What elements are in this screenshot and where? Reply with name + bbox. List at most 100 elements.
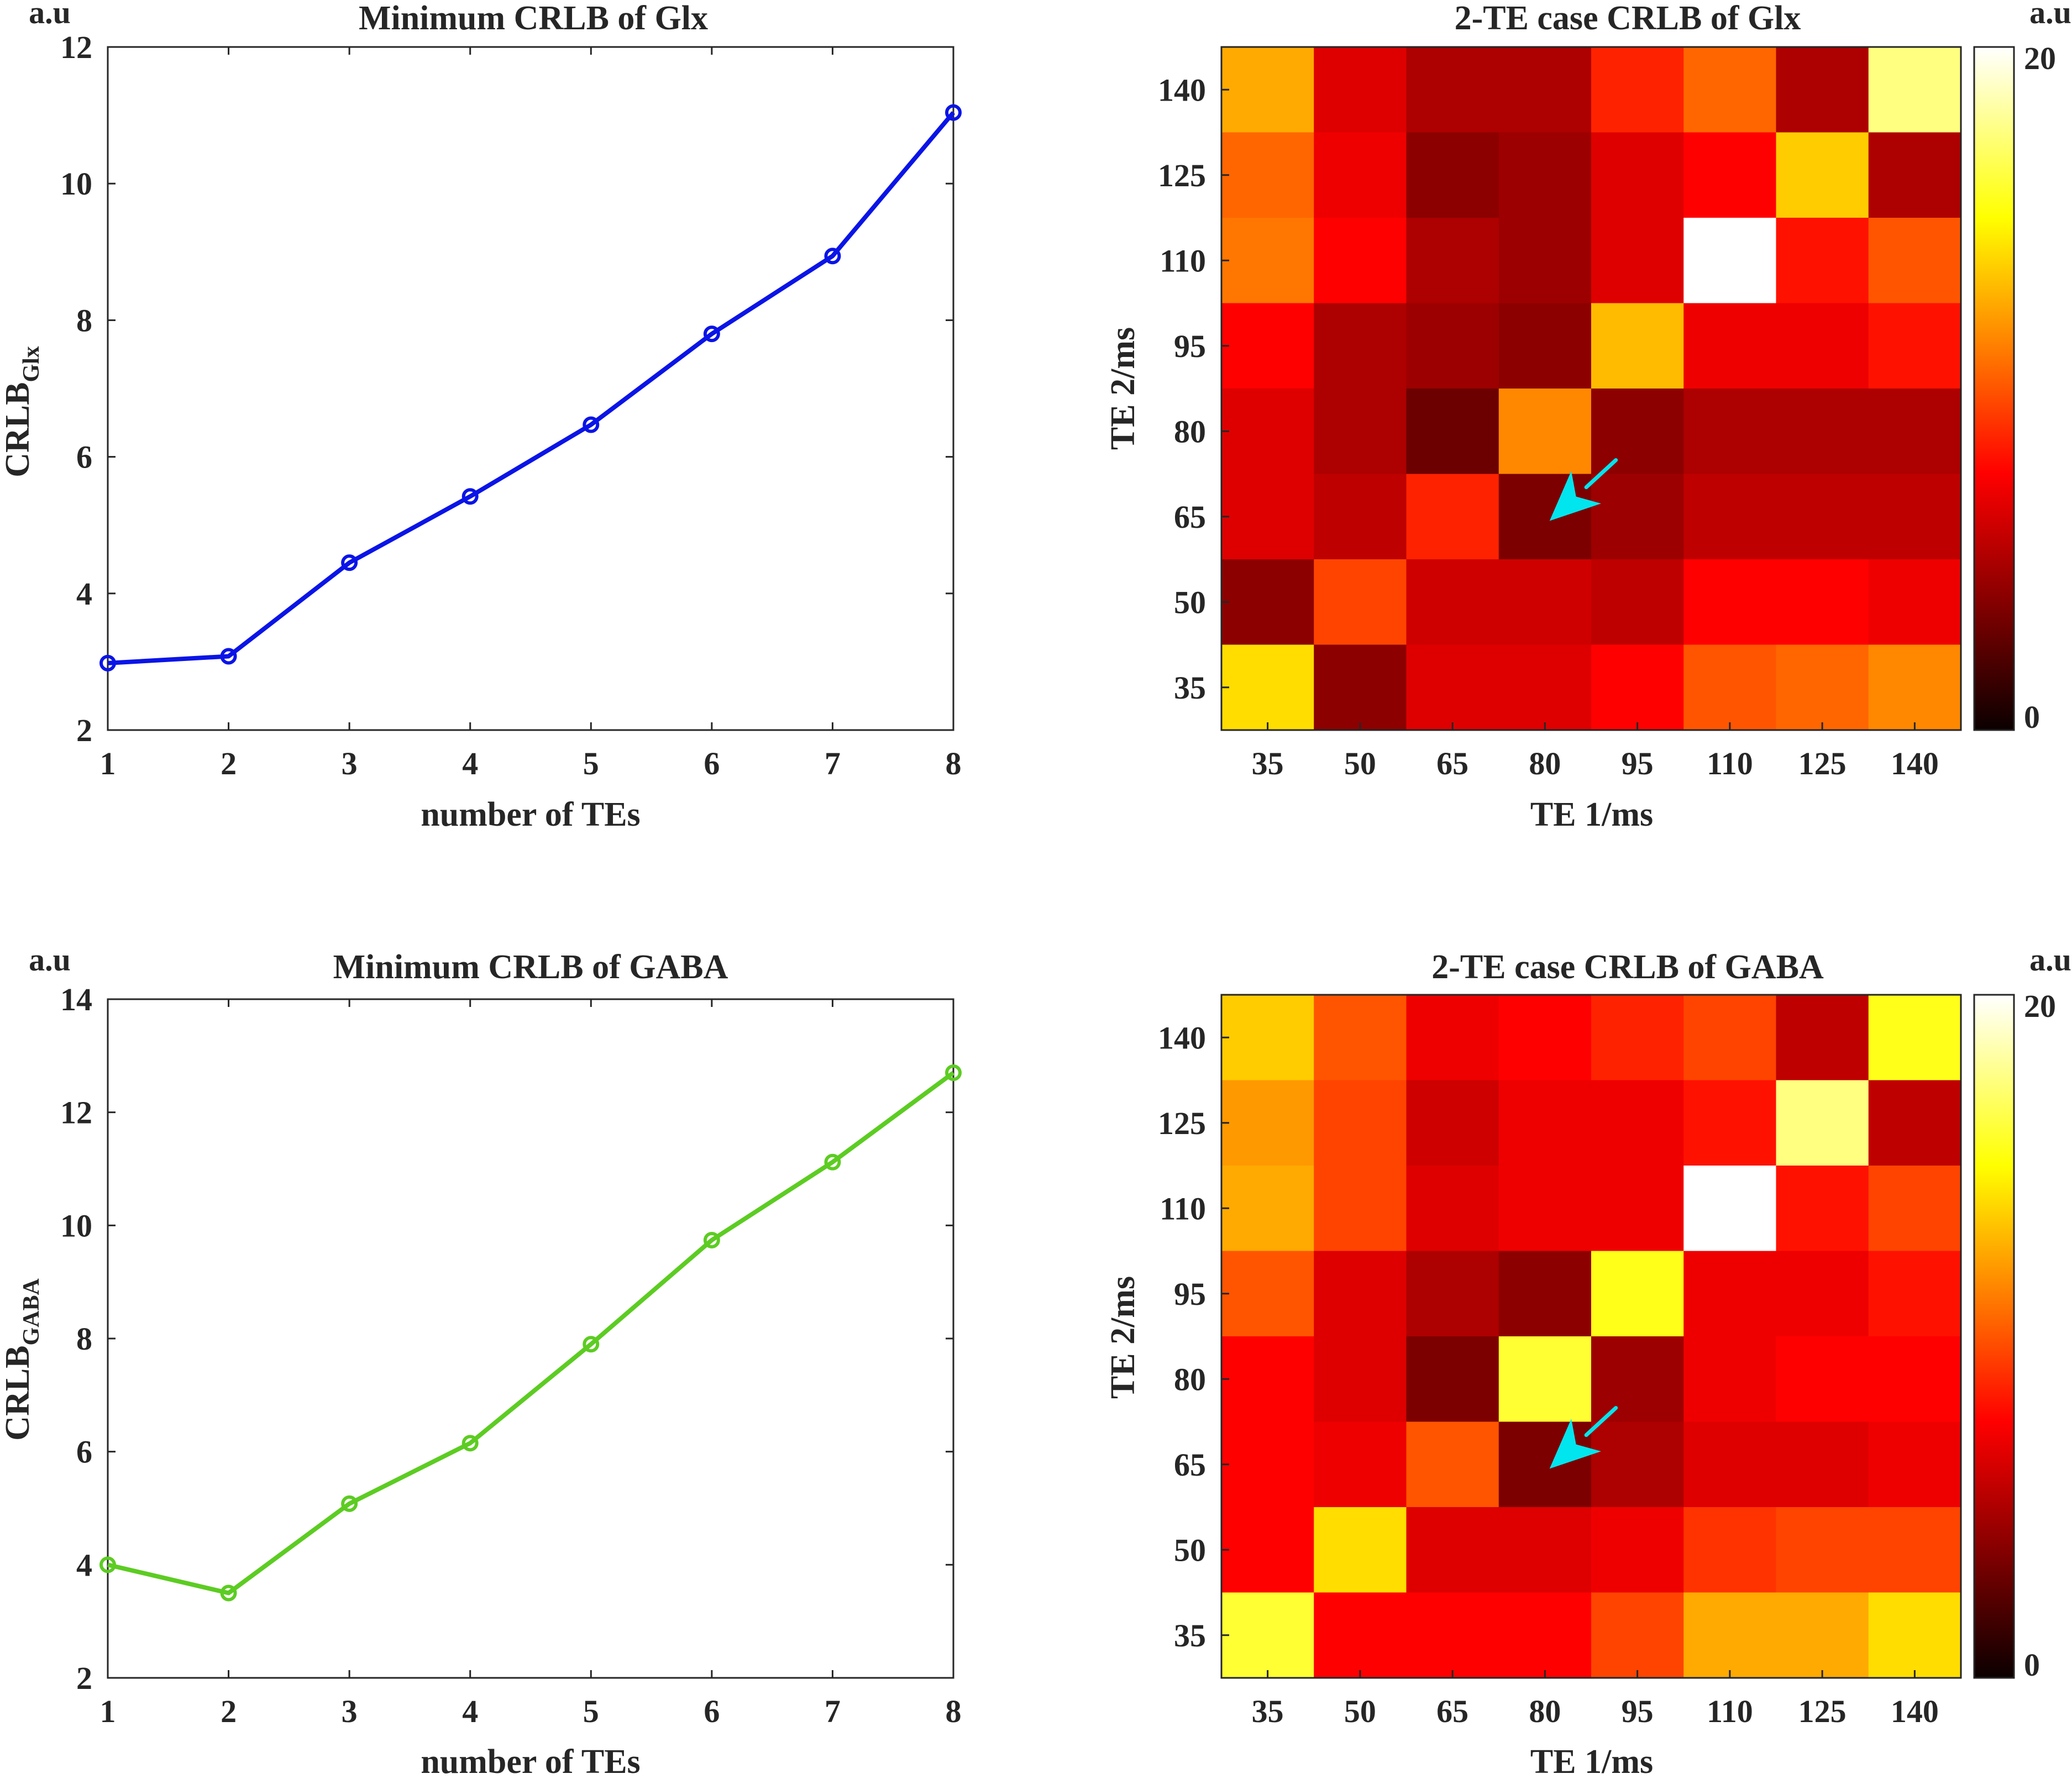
glx-heat-cell-2-6	[1776, 218, 1869, 304]
glx-heat-cell-7-1	[1314, 644, 1407, 731]
gaba-heat-cell-2-4	[1591, 1166, 1684, 1252]
gaba-heat-cell-1-5	[1683, 1080, 1777, 1166]
glx-heat-cell-4-6	[1776, 389, 1869, 475]
gaba-line-point-5	[703, 1231, 720, 1248]
gaba-heat-cell-0-3	[1498, 995, 1592, 1081]
glx-heat-ytick-label-0: 140	[1158, 72, 1206, 108]
gaba-heat-xtick-label-7: 140	[1891, 1693, 1939, 1729]
gaba-line-xtick-label-5: 6	[704, 1693, 720, 1729]
panel-gaba-line: Minimum CRLB of GABA a.u number of TEs C…	[0, 942, 962, 1779]
gaba-heat-cell-4-7	[1868, 1336, 1961, 1423]
glx-heat-cell-6-2	[1406, 559, 1499, 646]
glx-heat-cell-2-2	[1406, 218, 1499, 304]
glx-heat-xtick-label-2: 65	[1436, 746, 1468, 781]
gaba-heat-cell-5-4	[1591, 1421, 1684, 1508]
gaba-heat-cell-1-4	[1591, 1080, 1684, 1166]
glx-heat-cell-4-2	[1406, 389, 1499, 475]
gaba-line-point-1	[220, 1584, 237, 1602]
glx-line-xtick-label-6: 7	[825, 746, 841, 781]
glx-heat-cell-5-0	[1221, 474, 1314, 560]
glx-heat-cell-0-6	[1776, 47, 1869, 133]
gaba-heat-cell-2-6	[1776, 1166, 1869, 1252]
glx-line-point-2	[341, 554, 358, 571]
glx-line-ytick-label-2: 6	[76, 439, 92, 475]
gaba-line-point-3	[461, 1435, 479, 1452]
glx-heat-cell-2-5	[1683, 218, 1777, 304]
gaba-heat-cell-5-6	[1776, 1421, 1869, 1508]
glx-heat-xtick-label-1: 50	[1344, 746, 1376, 781]
panel-glx-line-axes-box	[107, 46, 954, 731]
panel-glx-heatmap: 2-TE case CRLB of Glx a.u TE 1/ms TE 2/m…	[1104, 0, 2071, 833]
gaba-heat-cell-0-2	[1406, 995, 1499, 1081]
glx-line-point-1	[220, 648, 237, 665]
glx-line-point-4	[583, 416, 600, 433]
glx-heat-cell-0-4	[1591, 47, 1684, 133]
gaba-heat-xtick-label-1: 50	[1344, 1693, 1376, 1729]
gaba-heat-cell-5-7	[1868, 1421, 1961, 1508]
glx-line-xtick-label-7: 8	[946, 746, 962, 781]
gaba-heat-cell-7-7	[1868, 1592, 1961, 1678]
glx-heat-ytick-label-4: 80	[1174, 413, 1206, 449]
gaba-heat-cell-5-3	[1498, 1421, 1592, 1508]
gaba-heat-ytick-label-0: 140	[1158, 1020, 1206, 1056]
gaba-heat-cell-4-3	[1498, 1336, 1592, 1423]
glx-line-xtick-label-4: 5	[583, 746, 599, 781]
gaba-heat-cell-6-4	[1591, 1507, 1684, 1593]
glx-heat-ytick-label-3: 95	[1174, 328, 1206, 364]
glx-line-point-3	[461, 488, 479, 505]
glx-heat-colorbar-gradient	[1973, 46, 2015, 731]
glx-heat-xtick-label-5: 110	[1707, 746, 1753, 781]
panel-glx-line-ylabel-sub: Glx	[19, 346, 44, 382]
glx-heat-cell-3-7	[1868, 303, 1961, 389]
glx-heat-cell-2-0	[1221, 218, 1314, 304]
gaba-heat-cell-1-2	[1406, 1080, 1499, 1166]
glx-heat-cell-7-0	[1221, 644, 1314, 731]
glx-heat-cell-4-5	[1683, 389, 1777, 475]
gaba-heat-cell-3-4	[1591, 1251, 1684, 1337]
gaba-heat-cell-2-0	[1221, 1166, 1314, 1252]
gaba-heat-ytick-label-5: 65	[1174, 1447, 1206, 1483]
glx-heat-cell-2-7	[1868, 218, 1961, 304]
gaba-heat-xtick-label-2: 65	[1436, 1693, 1468, 1729]
gaba-heat-cell-2-2	[1406, 1166, 1499, 1252]
panel-glx-line-ylabel-main: CRLB	[0, 382, 36, 477]
glx-heat-ytick-label-6: 50	[1174, 584, 1206, 620]
panel-gaba-heatmap-ticks: 35 50 65 80 95 110 125 140 140 125 110 95 80 65 50 35	[1158, 1020, 1939, 1729]
gaba-heat-cell-6-3	[1498, 1507, 1592, 1593]
gaba-heat-colorbar-label-0: 0	[2024, 1647, 2040, 1683]
glx-line-point-7	[945, 104, 962, 121]
glx-heat-xtick-label-4: 95	[1622, 746, 1654, 781]
glx-heat-cell-1-6	[1776, 132, 1869, 218]
gaba-line-xtick-label-3: 4	[462, 1693, 478, 1729]
gaba-line-ytick-label-1: 4	[76, 1547, 92, 1583]
gaba-heat-cell-4-1	[1314, 1336, 1407, 1423]
panel-gaba-heatmap-cells	[1221, 995, 1961, 1678]
glx-heat-cell-5-7	[1868, 474, 1961, 560]
panel-gaba-line-ylabel-sub: GABA	[19, 1278, 44, 1346]
gaba-heat-cell-7-2	[1406, 1592, 1499, 1678]
glx-heat-cell-4-0	[1221, 389, 1314, 475]
gaba-heat-cell-4-4	[1591, 1336, 1684, 1423]
glx-heat-arrow-shaft	[1584, 458, 1618, 490]
glx-heat-cell-6-0	[1221, 559, 1314, 646]
gaba-line-point-2	[341, 1495, 358, 1512]
gaba-heat-xtick-label-4: 95	[1622, 1693, 1654, 1729]
glx-line-xtick-label-1: 2	[221, 746, 237, 781]
glx-heat-cell-7-2	[1406, 644, 1499, 731]
panel-glx-heatmap-title: 2-TE case CRLB of Glx	[1455, 0, 1801, 37]
gaba-heat-cell-6-0	[1221, 1507, 1314, 1593]
gaba-heat-cell-2-3	[1498, 1166, 1592, 1252]
glx-heat-cell-1-4	[1591, 132, 1684, 218]
gaba-heat-cell-0-0	[1221, 995, 1314, 1081]
glx-line-xtick-label-3: 4	[462, 746, 478, 781]
panel-glx-heatmap-ylabel: TE 2/ms	[1104, 327, 1142, 450]
gaba-line-point-6	[824, 1153, 841, 1171]
glx-heat-cell-2-1	[1314, 218, 1407, 304]
glx-heat-cell-7-5	[1683, 644, 1777, 731]
glx-line-ytick-label-0: 2	[76, 712, 92, 748]
gaba-heat-cell-3-0	[1221, 1251, 1314, 1337]
gaba-heat-cell-7-5	[1683, 1592, 1777, 1678]
gaba-line-xtick-label-6: 7	[825, 1693, 841, 1729]
